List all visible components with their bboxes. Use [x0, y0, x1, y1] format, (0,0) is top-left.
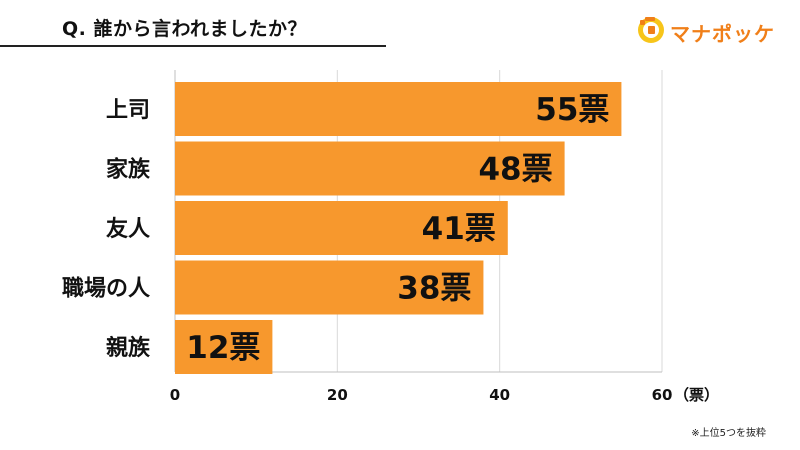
data-label: 12票 [186, 330, 260, 366]
bar [175, 141, 565, 196]
data-label: 55票 [535, 92, 609, 128]
brand-name: マナポッケ [670, 22, 775, 46]
footnote: ※上位5つを抜粋 [691, 428, 766, 439]
bar [175, 82, 622, 136]
x-tick-label: 0 [170, 386, 180, 404]
bar [175, 260, 484, 315]
category-label: 上司 [106, 98, 150, 123]
data-label: 41票 [422, 211, 496, 247]
bar [175, 320, 273, 374]
category-label: 家族 [106, 157, 151, 183]
bar [175, 201, 508, 255]
category-label: 親族 [106, 335, 151, 361]
question-title: Q. 誰から言われましたか？ [62, 18, 308, 40]
brand-mark-icon [638, 17, 664, 43]
question-underline [0, 45, 386, 47]
category-label: 職場の人 [62, 276, 150, 302]
category-label: 友人 [106, 217, 150, 242]
x-tick-label: 40 [489, 386, 510, 404]
data-label: 38票 [397, 271, 471, 307]
data-label: 48票 [478, 152, 552, 188]
x-tick-label: 20 [327, 386, 348, 404]
x-axis-unit-label: （票） [674, 386, 719, 404]
x-tick-label: 60 [652, 386, 673, 404]
